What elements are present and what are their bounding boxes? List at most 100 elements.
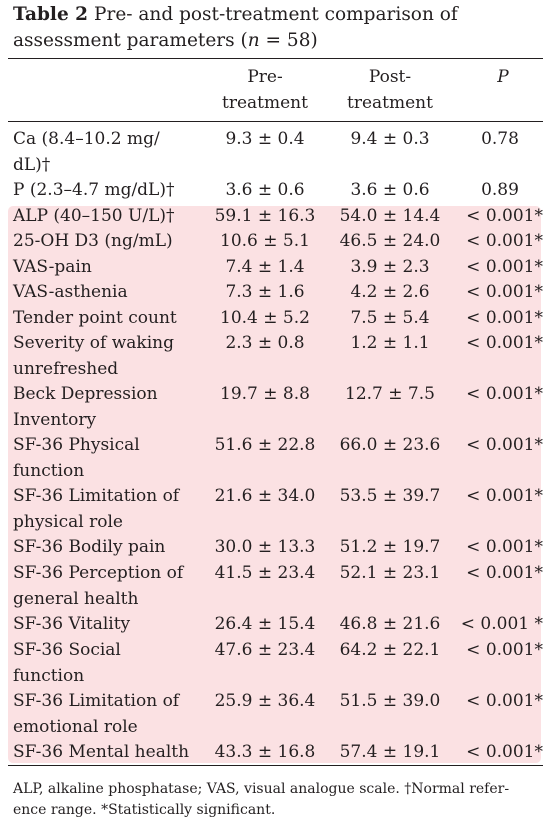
pre-treatment-value: 51.6 ± 22.8 xyxy=(214,435,316,455)
caption-text-after: = 58) xyxy=(259,30,318,51)
pre-treatment-value: 47.6 ± 23.4 xyxy=(214,640,316,660)
pre-treatment-value: 59.1 ± 16.3 xyxy=(214,206,316,226)
row-label: SF-36 Limitation of emotional role xyxy=(13,689,198,740)
footnote-line1: ALP, alkaline phosphatase; VAS, visual a… xyxy=(13,781,510,797)
p-value: < 0.001* xyxy=(466,257,543,277)
p-value: < 0.001* xyxy=(466,691,543,711)
pre-treatment-value: 43.3 ± 16.8 xyxy=(214,742,316,762)
post-treatment-value: 57.4 ± 19.1 xyxy=(339,742,441,762)
header-rule xyxy=(8,121,543,122)
p-value: < 0.001* xyxy=(466,640,543,660)
row-label-line2: physical role xyxy=(13,511,123,532)
row-label: Tender point count xyxy=(13,306,198,332)
pre-treatment-value: 19.7 ± 8.8 xyxy=(220,384,310,404)
pre-treatment-value: 25.9 ± 36.4 xyxy=(214,691,316,711)
post-treatment-value: 46.8 ± 21.6 xyxy=(339,614,441,634)
post-treatment-value: 54.0 ± 14.4 xyxy=(339,206,441,226)
p-value: < 0.001* xyxy=(466,486,543,506)
pre-treatment-value: 10.4 ± 5.2 xyxy=(220,308,310,328)
header-post-line2: treatment xyxy=(347,93,433,113)
post-treatment-value: 1.2 ± 1.1 xyxy=(350,333,430,353)
row-label-line2: function xyxy=(13,460,85,481)
row-label: Severity of waking unrefreshed xyxy=(13,331,198,382)
pre-treatment-value: 26.4 ± 15.4 xyxy=(214,614,316,634)
p-value: < 0.001 * xyxy=(460,614,543,634)
row-label-line2: general health xyxy=(13,588,139,609)
p-value: < 0.001* xyxy=(466,537,543,557)
top-rule xyxy=(8,58,543,59)
caption-text-before: Pre- and post-treatment comparison of as… xyxy=(13,4,458,51)
table-label: Table 2 xyxy=(13,4,89,25)
row-label-line1: SF-36 Vitality xyxy=(13,614,131,634)
row-label-line1: 25-OH D3 (ng/mL) xyxy=(13,231,173,251)
row-label-line1: P (2.3–4.7 mg/dL)† xyxy=(13,180,175,200)
row-label: SF-36 Limitation of physical role xyxy=(13,484,198,535)
table-caption: Table 2 Pre- and post-treatment compariso… xyxy=(13,2,538,54)
caption-n-symbol: n xyxy=(247,30,260,51)
pre-treatment-value: 30.0 ± 13.3 xyxy=(214,537,316,557)
row-label: SF-36 Bodily pain xyxy=(13,535,198,561)
post-treatment-value: 9.4 ± 0.3 xyxy=(350,129,430,149)
row-label: Beck Depression Inventory xyxy=(13,382,198,433)
row-label-line2: unrefreshed xyxy=(13,358,119,379)
p-value: 0.78 xyxy=(481,129,519,149)
row-label-line1: SF-36 Physical xyxy=(13,435,140,455)
pre-treatment-value: 21.6 ± 34.0 xyxy=(214,486,316,506)
header-post-line1: Post- xyxy=(368,67,412,87)
row-label-line2: dL)† xyxy=(13,154,51,175)
row-label-line1: SF-36 Mental health xyxy=(13,742,190,762)
p-value: < 0.001* xyxy=(466,742,543,762)
post-treatment-value: 53.5 ± 39.7 xyxy=(339,486,441,506)
row-label: VAS-pain xyxy=(13,255,198,281)
pre-treatment-value: 7.4 ± 1.4 xyxy=(225,257,305,277)
row-label: SF-36 Perception of general health xyxy=(13,561,198,612)
pre-treatment-value: 2.3 ± 0.8 xyxy=(225,333,305,353)
header-pre-line1: Pre- xyxy=(247,67,283,87)
row-label-line1: ALP (40–150 U/L)† xyxy=(13,206,175,226)
row-label: SF-36 Physical function xyxy=(13,433,198,484)
footnote-line2: ence range. *Statistically significant. xyxy=(13,802,276,818)
significant-rows-highlight xyxy=(8,206,541,763)
header-p-value: P xyxy=(497,67,509,87)
post-treatment-value: 46.5 ± 24.0 xyxy=(339,231,441,251)
post-treatment-value: 12.7 ± 7.5 xyxy=(345,384,435,404)
post-treatment-value: 3.9 ± 2.3 xyxy=(350,257,430,277)
p-value: < 0.001* xyxy=(466,206,543,226)
p-value: < 0.001* xyxy=(466,384,543,404)
row-label: P (2.3–4.7 mg/dL)† xyxy=(13,178,198,204)
row-label-line1: Beck Depression xyxy=(13,384,158,404)
row-label: VAS-asthenia xyxy=(13,280,198,306)
post-treatment-value: 51.5 ± 39.0 xyxy=(339,691,441,711)
post-treatment-value: 52.1 ± 23.1 xyxy=(339,563,441,583)
p-value: < 0.001* xyxy=(466,333,543,353)
p-value: < 0.001* xyxy=(466,435,543,455)
header-pre-treatment: Pre- treatment xyxy=(205,64,325,116)
post-treatment-value: 3.6 ± 0.6 xyxy=(350,180,430,200)
p-value: 0.89 xyxy=(481,180,519,200)
p-value: < 0.001* xyxy=(466,308,543,328)
header-post-treatment: Post- treatment xyxy=(330,64,450,116)
row-label-line1: VAS-asthenia xyxy=(13,282,128,302)
row-label-line2: Inventory xyxy=(13,409,97,430)
post-treatment-value: 7.5 ± 5.4 xyxy=(350,308,430,328)
row-label-line2: emotional role xyxy=(13,716,138,737)
row-label-line1: SF-36 Bodily pain xyxy=(13,537,166,557)
row-label: SF-36 Mental health xyxy=(13,740,198,766)
p-value: < 0.001* xyxy=(466,282,543,302)
row-label-line1: SF-36 Social xyxy=(13,640,121,660)
row-label-line2: function xyxy=(13,665,85,686)
post-treatment-value: 4.2 ± 2.6 xyxy=(350,282,430,302)
row-label-line1: VAS-pain xyxy=(13,257,92,277)
row-label: Ca (8.4–10.2 mg/dL)† xyxy=(13,127,198,178)
row-label-line1: Ca (8.4–10.2 mg/ xyxy=(13,129,160,149)
post-treatment-value: 64.2 ± 22.1 xyxy=(339,640,441,660)
bottom-rule xyxy=(8,765,543,766)
p-value: < 0.001* xyxy=(466,563,543,583)
pre-treatment-value: 3.6 ± 0.6 xyxy=(225,180,305,200)
row-label: 25-OH D3 (ng/mL) xyxy=(13,229,198,255)
pre-treatment-value: 41.5 ± 23.4 xyxy=(214,563,316,583)
row-label: SF-36 Vitality xyxy=(13,612,198,638)
row-label: ALP (40–150 U/L)† xyxy=(13,204,198,230)
p-value: < 0.001* xyxy=(466,231,543,251)
post-treatment-value: 51.2 ± 19.7 xyxy=(339,537,441,557)
